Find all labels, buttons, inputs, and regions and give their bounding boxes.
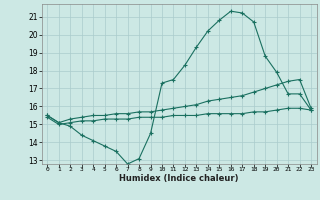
X-axis label: Humidex (Indice chaleur): Humidex (Indice chaleur)	[119, 174, 239, 183]
